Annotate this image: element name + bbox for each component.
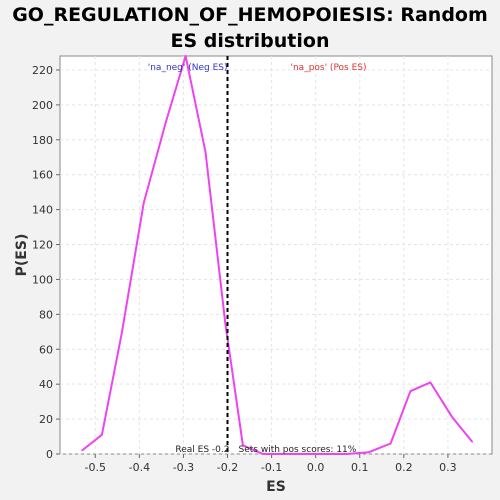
- data-point: [204, 151, 207, 153]
- y-tick-label: 180: [32, 134, 53, 147]
- data-point: [242, 444, 244, 447]
- data-point: [301, 453, 304, 455]
- x-tick-label: 0.2: [395, 461, 413, 474]
- data-point: [345, 453, 348, 455]
- series-line: [81, 55, 473, 455]
- data-point: [409, 390, 412, 392]
- y-tick-label: 120: [32, 239, 53, 252]
- annotation-pos-es: 'na_pos' (Pos ES): [291, 63, 367, 73]
- y-tick-label: 140: [32, 204, 53, 217]
- y-tick-label: 220: [32, 64, 53, 77]
- data-point: [184, 55, 187, 57]
- x-axis-label: ES: [266, 479, 286, 495]
- data-point: [164, 121, 167, 124]
- x-tick-label: -0.5: [85, 461, 106, 474]
- annotation-sets-pos: Sets with pos scores: 11%: [239, 445, 357, 455]
- y-tick-label: 0: [46, 448, 53, 461]
- annotation-real-es: Real ES -0.2: [175, 445, 229, 455]
- data-point: [429, 381, 432, 384]
- data-point: [367, 451, 370, 454]
- x-tick-label: -0.4: [129, 461, 150, 474]
- y-tick-label: 160: [32, 169, 53, 182]
- chart-title-line1: GO_REGULATION_OF_HEMOPOIESIS: Random: [12, 4, 488, 26]
- x-tick-label: 0.3: [439, 461, 457, 474]
- plot-area: [59, 55, 493, 455]
- data-point: [101, 433, 103, 436]
- x-tick-label: -0.3: [173, 461, 194, 474]
- data-point: [261, 453, 264, 455]
- chart-title: GO_REGULATION_OF_HEMOPOIESIS: Random ES …: [0, 2, 500, 54]
- x-tick-label: -0.2: [217, 461, 238, 474]
- data-point: [471, 440, 473, 443]
- y-tick-label: 40: [39, 378, 53, 391]
- data-point: [224, 322, 227, 324]
- series-group: [81, 55, 473, 455]
- data-point: [451, 416, 454, 419]
- chart-title-line2: ES distribution: [170, 30, 330, 52]
- y-tick-label: 60: [39, 343, 53, 356]
- y-tick-label: 200: [32, 99, 53, 112]
- annotation-neg-es: 'na_neg' (Neg ES): [148, 63, 228, 73]
- x-tick-label: -0.1: [261, 461, 282, 474]
- data-point: [120, 332, 123, 335]
- y-tick-label: 100: [32, 273, 53, 286]
- x-axis-ticks: -0.5 -0.4 -0.3 -0.2 -0.1 0.0 0.1 0.2 0.3: [85, 454, 457, 474]
- y-tick-label: 20: [39, 413, 53, 426]
- data-point: [389, 442, 392, 445]
- data-point: [323, 453, 326, 455]
- grid-lines: [60, 56, 492, 455]
- x-tick-label: 0.0: [307, 461, 325, 474]
- data-point: [142, 201, 145, 204]
- y-axis-ticks: 0 20 40 60 80 100 120 140 160 180 200 220: [32, 64, 60, 461]
- data-point: [81, 449, 83, 452]
- x-tick-label: 0.1: [351, 461, 369, 474]
- y-axis-label: P(ES): [14, 234, 30, 277]
- y-tick-label: 80: [39, 308, 53, 321]
- data-point: [279, 453, 282, 455]
